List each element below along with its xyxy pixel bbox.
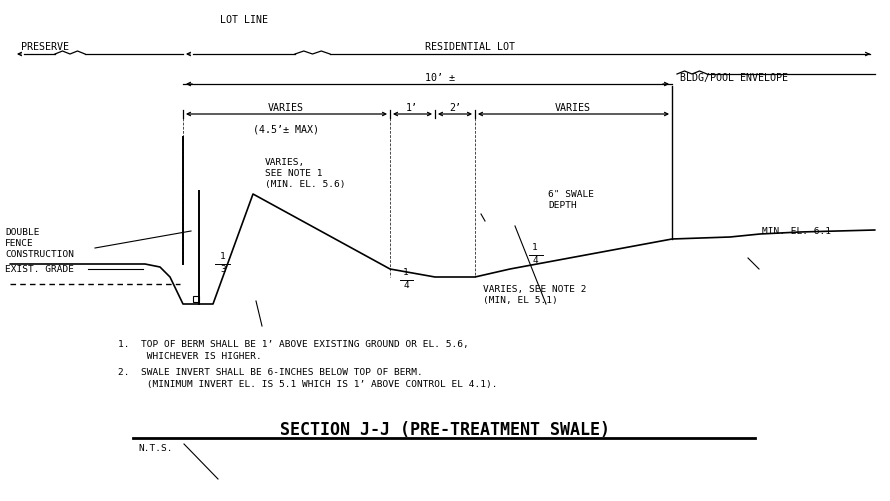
Text: 1: 1 [532,242,538,252]
Text: 6" SWALE
DEPTH: 6" SWALE DEPTH [548,189,594,210]
Text: 1: 1 [403,268,409,277]
Text: (MINIMUM INVERT EL. IS 5.1 WHICH IS 1’ ABOVE CONTROL EL 4.1).: (MINIMUM INVERT EL. IS 5.1 WHICH IS 1’ A… [118,379,498,388]
Text: N.T.S.: N.T.S. [138,443,173,452]
Text: (4.5’± MAX): (4.5’± MAX) [253,125,319,135]
Text: EXIST. GRADE: EXIST. GRADE [5,265,74,274]
Text: 4: 4 [403,281,409,290]
Text: VARIES: VARIES [555,103,591,113]
Text: SECTION J-J (PRE-TREATMENT SWALE): SECTION J-J (PRE-TREATMENT SWALE) [280,420,610,438]
Text: VARIES,
SEE NOTE 1
(MIN. EL. 5.6): VARIES, SEE NOTE 1 (MIN. EL. 5.6) [265,158,345,189]
Text: RESIDENTIAL LOT: RESIDENTIAL LOT [425,42,515,52]
Text: MIN. EL. 6.1: MIN. EL. 6.1 [762,227,831,236]
Text: VARIES: VARIES [268,103,304,113]
Text: 2’: 2’ [449,103,461,113]
Text: 10’ ±: 10’ ± [425,73,455,83]
Bar [193,297,199,303]
Text: 3: 3 [220,265,226,274]
Text: 1: 1 [220,252,226,261]
Text: WHICHEVER IS HIGHER.: WHICHEVER IS HIGHER. [118,351,262,360]
Text: 4: 4 [532,256,538,265]
Text: DOUBLE
FENCE
CONSTRUCTION: DOUBLE FENCE CONSTRUCTION [5,227,74,259]
Text: LOT LINE: LOT LINE [220,15,268,25]
Text: 2.  SWALE INVERT SHALL BE 6-INCHES BELOW TOP OF BERM.: 2. SWALE INVERT SHALL BE 6-INCHES BELOW … [118,367,423,376]
Text: PRESERVE: PRESERVE [21,42,69,52]
Text: BLDG/POOL ENVELOPE: BLDG/POOL ENVELOPE [680,73,788,83]
Text: 1.  TOP OF BERM SHALL BE 1’ ABOVE EXISTING GROUND OR EL. 5.6,: 1. TOP OF BERM SHALL BE 1’ ABOVE EXISTIN… [118,339,469,348]
Text: VARIES, SEE NOTE 2
(MIN, EL 5.1): VARIES, SEE NOTE 2 (MIN, EL 5.1) [483,285,587,305]
Text: 1’: 1’ [406,103,418,113]
